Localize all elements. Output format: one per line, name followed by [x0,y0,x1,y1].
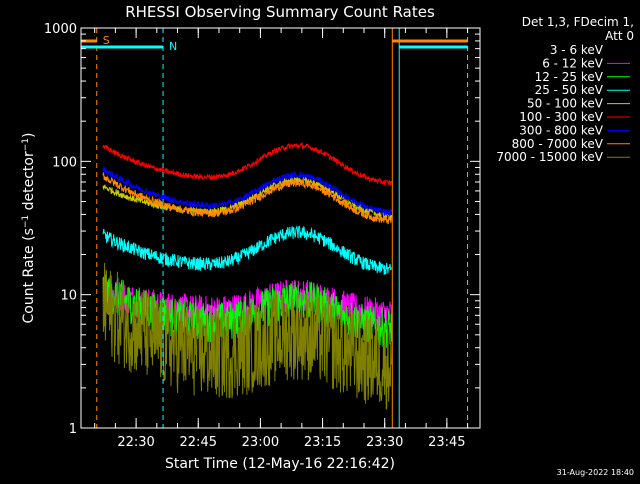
legend-label-0: 3 - 6 keV [550,43,604,57]
series-line-5 [102,141,393,186]
legend-label-8: 7000 - 15000 keV [496,150,603,164]
legend-title-line-1: Det 1,3, FDecim 1, [522,15,634,29]
legend-label-1: 6 - 12 keV [542,56,604,70]
series-line-6 [102,166,393,217]
y-tick-label-2: 100 [52,155,77,170]
legend-label-3: 25 - 50 keV [535,83,604,97]
x-tick-label-2: 23:00 [242,435,279,450]
y-tick-label-0: 1 [69,422,77,437]
saa-annotation: S [103,34,110,47]
chart-title: RHESSI Observing Summary Count Rates [125,3,435,21]
y-tick-label-3: 1000 [44,22,77,37]
legend-label-5: 100 - 300 keV [519,110,603,124]
y-axis-label: Count Rate (s−1 detector−1) [21,133,37,324]
x-tick-label-1: 22:45 [180,435,217,450]
y-axis-label-sup2: −1 [21,138,31,151]
plot-frame [80,27,481,429]
x-tick-label-3: 23:15 [304,435,341,450]
x-tick-label-4: 23:30 [366,435,403,450]
footer-date: 31-Aug-2022 18:40 [557,468,634,477]
series-line-3 [102,225,392,275]
y-axis-label-sup1: −1 [21,215,31,228]
y-axis-label-suffix: ) [21,133,37,138]
y-tick-label-1: 10 [60,289,77,304]
series-line-7 [102,171,392,225]
axes-layer: 1 10 100 1000 22:30 22:45 23:00 23:15 23:30 23:45 [44,22,481,450]
legend-label-4: 50 - 100 keV [527,97,604,111]
legend-label-2: 12 - 25 keV [535,70,604,84]
x-axis-label: Start Time (12-May-16 22:16:42) [165,456,395,472]
y-axis-label-middle: detector [21,151,37,215]
x-tick-label-0: 22:30 [117,435,154,450]
legend-label-7: 800 - 7000 keV [512,137,604,151]
y-axis-label-prefix: Count Rate (s [21,228,37,323]
legend-label-6: 300 - 800 keV [519,123,603,137]
series-layer [102,141,393,429]
legend-title-line-2: Att 0 [605,29,634,43]
x-tick-label-5: 23:45 [428,435,465,450]
night-annotation: N [169,40,177,53]
series-line-8 [102,262,393,411]
